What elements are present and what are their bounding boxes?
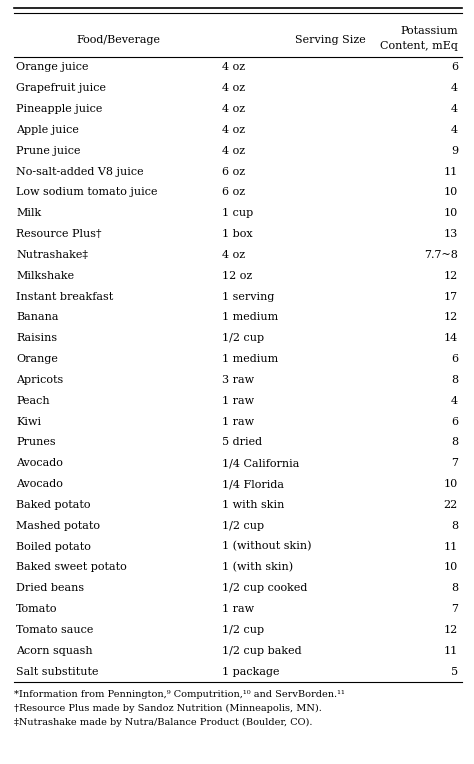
Text: Orange: Orange: [16, 354, 58, 364]
Text: Nutrashake‡: Nutrashake‡: [16, 250, 88, 260]
Text: 4 oz: 4 oz: [222, 104, 245, 114]
Text: Food/Beverage: Food/Beverage: [76, 35, 160, 45]
Text: Mashed potato: Mashed potato: [16, 521, 100, 531]
Text: 1/2 cup: 1/2 cup: [222, 333, 264, 343]
Text: 1 box: 1 box: [222, 229, 253, 239]
Text: ‡Nutrashake made by Nutra/Balance Product (Boulder, CO).: ‡Nutrashake made by Nutra/Balance Produc…: [14, 718, 312, 727]
Text: 12: 12: [444, 270, 458, 280]
Text: Boiled potato: Boiled potato: [16, 542, 91, 552]
Text: 4: 4: [451, 125, 458, 135]
Text: 6: 6: [451, 416, 458, 426]
Text: 1 serving: 1 serving: [222, 292, 274, 302]
Text: 1/4 Florida: 1/4 Florida: [222, 479, 284, 489]
Text: 12 oz: 12 oz: [222, 270, 252, 280]
Text: 4 oz: 4 oz: [222, 125, 245, 135]
Text: 1 raw: 1 raw: [222, 604, 254, 614]
Text: 1 medium: 1 medium: [222, 354, 278, 364]
Text: Orange juice: Orange juice: [16, 63, 89, 73]
Text: Kiwi: Kiwi: [16, 416, 41, 426]
Text: 10: 10: [444, 562, 458, 572]
Text: Banana: Banana: [16, 312, 58, 322]
Text: 11: 11: [444, 646, 458, 656]
Text: Instant breakfast: Instant breakfast: [16, 292, 113, 302]
Text: 4 oz: 4 oz: [222, 146, 245, 156]
Text: Serving Size: Serving Size: [295, 35, 365, 45]
Text: Baked potato: Baked potato: [16, 500, 91, 510]
Text: 1 raw: 1 raw: [222, 396, 254, 406]
Text: 3 raw: 3 raw: [222, 375, 254, 385]
Text: 11: 11: [444, 542, 458, 552]
Text: 6: 6: [451, 63, 458, 73]
Text: 6 oz: 6 oz: [222, 187, 245, 197]
Text: *Information from Pennington,⁹ Computrition,¹⁰ and ServBorden.¹¹: *Information from Pennington,⁹ Computrit…: [14, 690, 345, 699]
Text: Avocado: Avocado: [16, 458, 63, 468]
Text: 12: 12: [444, 625, 458, 635]
Text: 7: 7: [451, 604, 458, 614]
Text: 10: 10: [444, 187, 458, 197]
Text: 1 raw: 1 raw: [222, 416, 254, 426]
Text: 1/2 cup baked: 1/2 cup baked: [222, 646, 301, 656]
Text: Low sodium tomato juice: Low sodium tomato juice: [16, 187, 157, 197]
Text: Prunes: Prunes: [16, 438, 55, 448]
Text: 8: 8: [451, 583, 458, 594]
Text: Resource Plus†: Resource Plus†: [16, 229, 101, 239]
Text: 4: 4: [451, 83, 458, 93]
Text: No-salt-added V8 juice: No-salt-added V8 juice: [16, 167, 144, 176]
Text: 1 (with skin): 1 (with skin): [222, 562, 293, 572]
Text: Grapefruit juice: Grapefruit juice: [16, 83, 106, 93]
Text: 1/4 California: 1/4 California: [222, 458, 300, 468]
Text: 8: 8: [451, 375, 458, 385]
Text: Baked sweet potato: Baked sweet potato: [16, 562, 127, 572]
Text: Avocado: Avocado: [16, 479, 63, 489]
Text: Pineapple juice: Pineapple juice: [16, 104, 102, 114]
Text: 8: 8: [451, 521, 458, 531]
Text: Apple juice: Apple juice: [16, 125, 79, 135]
Text: Milkshake: Milkshake: [16, 270, 74, 280]
Text: 4: 4: [451, 396, 458, 406]
Text: 7.7~8: 7.7~8: [424, 250, 458, 260]
Text: Milk: Milk: [16, 209, 41, 219]
Text: 1 package: 1 package: [222, 666, 280, 677]
Text: Acorn squash: Acorn squash: [16, 646, 92, 656]
Text: †Resource Plus made by Sandoz Nutrition (Minneapolis, MN).: †Resource Plus made by Sandoz Nutrition …: [14, 704, 322, 713]
Text: 8: 8: [451, 438, 458, 448]
Text: Content, mEq: Content, mEq: [380, 41, 458, 51]
Text: 7: 7: [451, 458, 458, 468]
Text: 4 oz: 4 oz: [222, 63, 245, 73]
Text: Potassium: Potassium: [400, 26, 458, 36]
Text: 17: 17: [444, 292, 458, 302]
Text: 1/2 cup: 1/2 cup: [222, 521, 264, 531]
Text: Salt substitute: Salt substitute: [16, 666, 99, 677]
Text: 6: 6: [451, 354, 458, 364]
Text: 1 medium: 1 medium: [222, 312, 278, 322]
Text: 13: 13: [444, 229, 458, 239]
Text: 4 oz: 4 oz: [222, 250, 245, 260]
Text: 4 oz: 4 oz: [222, 83, 245, 93]
Text: Dried beans: Dried beans: [16, 583, 84, 594]
Text: 1/2 cup cooked: 1/2 cup cooked: [222, 583, 307, 594]
Text: 14: 14: [444, 333, 458, 343]
Text: 22: 22: [444, 500, 458, 510]
Text: 10: 10: [444, 479, 458, 489]
Text: 12: 12: [444, 312, 458, 322]
Text: 9: 9: [451, 146, 458, 156]
Text: 4: 4: [451, 104, 458, 114]
Text: 1 cup: 1 cup: [222, 209, 253, 219]
Text: Raisins: Raisins: [16, 333, 57, 343]
Text: Apricots: Apricots: [16, 375, 63, 385]
Text: 5 dried: 5 dried: [222, 438, 262, 448]
Text: 6 oz: 6 oz: [222, 167, 245, 176]
Text: 1 with skin: 1 with skin: [222, 500, 284, 510]
Text: 1 (without skin): 1 (without skin): [222, 542, 311, 552]
Text: 5: 5: [451, 666, 458, 677]
Text: Prune juice: Prune juice: [16, 146, 81, 156]
Text: Tomato sauce: Tomato sauce: [16, 625, 93, 635]
Text: 1/2 cup: 1/2 cup: [222, 625, 264, 635]
Text: 11: 11: [444, 167, 458, 176]
Text: Peach: Peach: [16, 396, 50, 406]
Text: Tomato: Tomato: [16, 604, 57, 614]
Text: 10: 10: [444, 209, 458, 219]
